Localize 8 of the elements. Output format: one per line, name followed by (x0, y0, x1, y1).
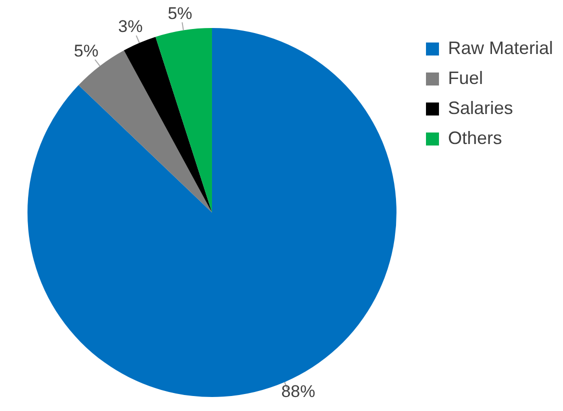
data-label: 5% (74, 41, 98, 60)
legend-label: Others (448, 128, 502, 148)
data-label: 3% (118, 17, 143, 36)
data-label: 5% (168, 4, 192, 24)
legend-label: Raw Material (448, 38, 553, 58)
legend-label: Salaries (448, 98, 513, 118)
data-label: 88% (281, 382, 316, 402)
legend-label: Fuel (448, 68, 483, 88)
